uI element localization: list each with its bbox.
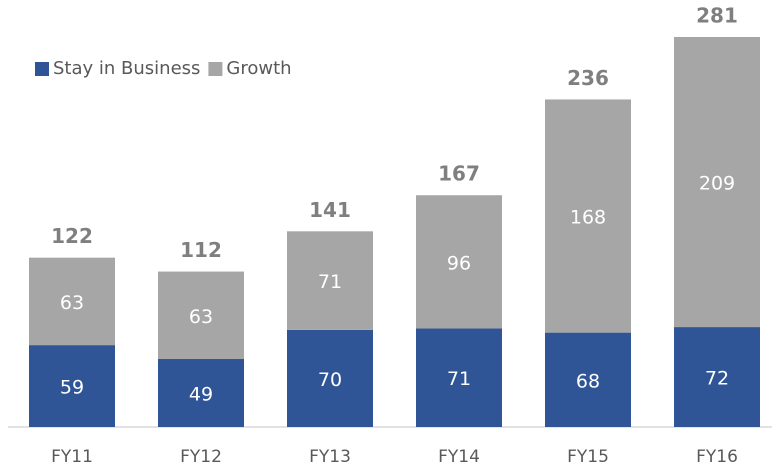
x-tick-label: FY14 — [438, 447, 480, 467]
x-tick-label: FY13 — [309, 447, 351, 467]
bar-segment — [545, 332, 631, 427]
data-label: 70 — [318, 369, 342, 391]
bar-segment — [29, 257, 115, 346]
data-label: 71 — [447, 368, 471, 390]
data-label: 63 — [189, 306, 213, 328]
data-label: 49 — [189, 383, 213, 405]
data-label: 209 — [699, 173, 735, 195]
x-tick-label: FY15 — [567, 447, 609, 467]
data-label: 96 — [447, 252, 471, 274]
bar-segment — [287, 231, 373, 330]
data-label: 59 — [60, 377, 84, 399]
x-tick-label: FY16 — [696, 447, 738, 467]
bar-segment — [29, 345, 115, 427]
bar-segment — [158, 271, 244, 359]
total-label: 122 — [51, 224, 93, 248]
total-label: 236 — [567, 66, 609, 90]
bar-segment — [416, 328, 502, 427]
data-label: 72 — [705, 368, 729, 390]
bar-segment — [416, 195, 502, 329]
x-tick-label: FY11 — [51, 447, 93, 467]
bar-segment — [287, 329, 373, 427]
legend-swatch — [35, 62, 49, 76]
bar-segment — [674, 327, 760, 427]
bar-segment — [158, 358, 244, 427]
total-label: 281 — [696, 4, 738, 28]
data-label: 68 — [576, 370, 600, 392]
total-label: 167 — [438, 162, 480, 186]
data-label: 63 — [60, 292, 84, 314]
legend-label: Growth — [226, 58, 291, 79]
total-label: 141 — [309, 198, 351, 222]
legend-swatch — [208, 62, 223, 76]
data-label: 71 — [318, 271, 342, 293]
total-label: 112 — [180, 238, 222, 262]
legend-label: Stay in Business — [53, 58, 200, 79]
bar-segment — [674, 37, 760, 328]
bar-segment — [545, 99, 631, 333]
x-tick-label: FY12 — [180, 447, 222, 467]
data-label: 168 — [570, 207, 606, 229]
